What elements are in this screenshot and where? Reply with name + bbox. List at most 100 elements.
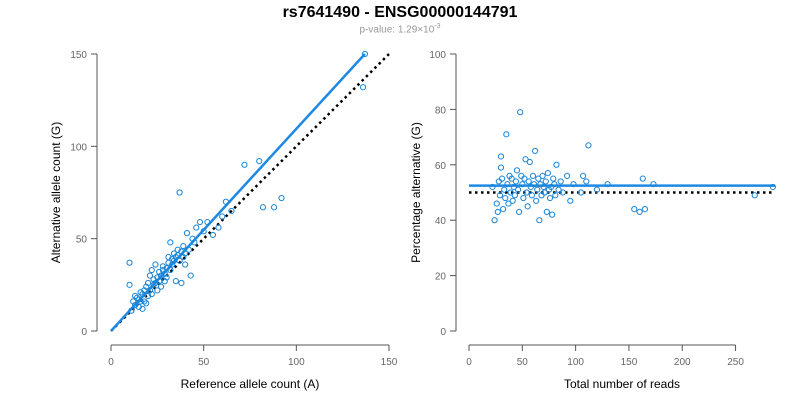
data-point	[178, 248, 185, 255]
data-point	[508, 175, 515, 182]
data-point	[204, 218, 211, 226]
data-point	[176, 257, 183, 264]
data-point	[278, 194, 285, 202]
data-point	[509, 197, 516, 204]
pvalue-mantissa: 1.29	[397, 24, 418, 36]
data-point	[146, 272, 154, 279]
data-point	[361, 50, 369, 58]
x-tick-label: 0	[108, 357, 114, 368]
data-point	[150, 276, 157, 283]
data-point	[139, 290, 146, 298]
data-point	[146, 287, 154, 294]
data-point	[530, 181, 538, 188]
data-point	[130, 298, 137, 305]
chart-subtitle: p-value: 1.29×10-3	[0, 23, 800, 35]
data-point	[133, 294, 141, 301]
data-point	[631, 206, 638, 213]
data-point	[496, 192, 504, 199]
data-point	[148, 290, 155, 298]
y-axis-label: Alternative allele count (G)	[49, 122, 63, 263]
data-point	[489, 183, 496, 191]
data-point	[563, 172, 571, 179]
y-tick-label: 80	[435, 105, 447, 116]
x-tick-label: 50	[198, 357, 210, 368]
data-point	[522, 156, 529, 163]
y-axis-label: Percentage alternative (G)	[409, 122, 423, 263]
x-axis-label: Total number of reads	[564, 377, 680, 391]
data-point	[172, 254, 179, 261]
pvalue-times: ×10	[417, 24, 435, 36]
y-tick-label: 0	[81, 327, 87, 338]
data-point	[178, 279, 185, 287]
data-point	[520, 194, 527, 202]
data-point	[126, 259, 133, 266]
data-point	[157, 272, 165, 279]
data-point	[523, 189, 530, 196]
data-point	[143, 283, 150, 290]
data-point	[180, 254, 187, 261]
data-point	[193, 224, 200, 231]
data-point	[525, 178, 532, 185]
data-point	[185, 246, 192, 253]
x-axis-label: Reference allele count (A)	[181, 377, 320, 391]
data-point	[183, 230, 191, 237]
data-point	[543, 208, 550, 215]
data-point	[550, 175, 557, 182]
data-point	[131, 302, 139, 309]
data-point	[494, 208, 501, 215]
data-point	[163, 274, 170, 281]
data-point	[497, 153, 505, 160]
data-point	[551, 181, 558, 188]
data-point	[604, 181, 611, 188]
data-point	[156, 268, 163, 276]
data-point	[528, 192, 536, 199]
data-point	[570, 181, 577, 188]
data-point	[534, 186, 541, 193]
y-tick-label: 0	[440, 327, 446, 338]
data-point	[517, 109, 524, 116]
data-point	[557, 178, 564, 185]
data-point	[579, 172, 587, 179]
data-point	[497, 164, 505, 171]
y-tick-label: 100	[70, 142, 87, 153]
data-point	[553, 161, 560, 168]
y-tick-label: 50	[76, 235, 88, 246]
data-point	[180, 242, 187, 250]
data-point	[493, 200, 500, 207]
data-point	[512, 178, 520, 185]
data-point	[174, 246, 181, 253]
data-point	[751, 192, 758, 199]
data-point	[567, 197, 574, 204]
data-point	[196, 218, 204, 226]
y-tick-label: 20	[435, 272, 447, 283]
data-point	[189, 235, 196, 242]
data-point	[137, 298, 144, 305]
x-tick-label: 100	[567, 357, 584, 368]
x-tick-label: 100	[288, 357, 305, 368]
data-point	[514, 186, 522, 193]
data-point	[161, 270, 168, 277]
data-point	[215, 224, 222, 231]
data-point	[529, 172, 537, 179]
data-point	[126, 281, 133, 288]
data-point	[143, 300, 150, 307]
data-point	[163, 265, 170, 272]
percentage-alternative-scatter-plot: 0 50 100 150 200 250 0 20 40 60 80 100 Total number …	[409, 50, 776, 391]
data-point	[176, 189, 183, 196]
data-point	[222, 198, 230, 205]
data-point	[167, 239, 174, 246]
x-tick-label: 0	[466, 357, 472, 368]
data-point	[157, 283, 165, 290]
data-point	[135, 303, 142, 311]
data-point	[526, 158, 533, 166]
data-point	[583, 178, 590, 185]
data-point	[504, 181, 511, 188]
data-point	[539, 172, 546, 179]
data-point	[500, 206, 507, 213]
data-point	[498, 175, 506, 182]
data-point	[152, 261, 159, 268]
data-point	[228, 207, 235, 215]
x-tick-label: 200	[674, 357, 691, 368]
data-point	[256, 158, 263, 165]
